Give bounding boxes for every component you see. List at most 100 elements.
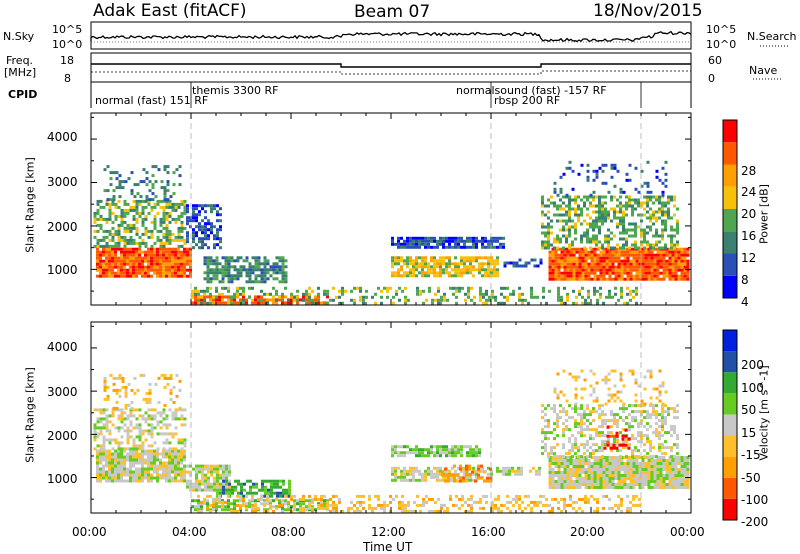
power-pixel xyxy=(189,271,192,275)
power-pixel xyxy=(598,213,601,217)
power-pixel xyxy=(415,256,418,260)
velocity-pixel xyxy=(144,438,148,442)
power-pixel xyxy=(233,268,237,272)
power-pixel xyxy=(451,268,454,272)
power-pixel xyxy=(183,256,186,260)
velocity-pixel xyxy=(135,447,139,451)
power-pixel xyxy=(171,268,174,272)
power-pixel xyxy=(515,264,519,268)
power-pixel xyxy=(278,256,282,260)
power-colorbar-tick: 4 xyxy=(741,295,749,309)
velocity-pixel xyxy=(320,503,323,507)
power-pixel xyxy=(162,235,166,239)
power-pixel xyxy=(180,199,184,203)
velocity-pixel xyxy=(228,482,231,486)
velocity-pixel xyxy=(246,491,249,495)
velocity-pixel xyxy=(674,486,678,489)
velocity-pixel xyxy=(665,465,669,468)
velocity-pixel xyxy=(569,494,572,498)
velocity-pixel xyxy=(296,508,299,512)
power-pixel xyxy=(96,265,99,269)
velocity-pixel xyxy=(275,497,278,501)
velocity-pixel xyxy=(638,471,642,474)
power-pixel xyxy=(263,262,267,266)
velocity-pixel xyxy=(581,468,585,471)
power-pixel xyxy=(442,259,445,263)
power-pixel xyxy=(631,243,634,247)
power-pixel xyxy=(578,289,581,293)
velocity-pixel xyxy=(150,476,153,480)
power-pixel xyxy=(341,301,344,305)
power-pixel xyxy=(406,271,409,275)
velocity-pixel xyxy=(177,441,181,445)
power-pixel xyxy=(611,265,615,269)
power-pixel xyxy=(180,223,184,227)
velocity-pixel xyxy=(227,502,230,506)
power-pixel xyxy=(197,295,200,299)
power-pixel xyxy=(547,240,550,244)
power-pixel xyxy=(142,180,146,184)
power-pixel xyxy=(308,298,311,302)
velocity-pixel xyxy=(575,509,578,513)
power-pixel xyxy=(126,211,130,215)
velocity-pixel xyxy=(470,497,473,501)
power-pixel xyxy=(595,243,598,247)
velocity-pixel xyxy=(562,446,565,450)
velocity-pixel xyxy=(296,502,299,506)
power-pixel xyxy=(437,301,440,305)
velocity-pixel xyxy=(608,480,612,483)
power-pixel xyxy=(544,246,547,250)
velocity-pixel xyxy=(141,441,145,445)
power-pixel xyxy=(614,271,618,275)
velocity-pixel xyxy=(111,467,114,471)
velocity-pixel xyxy=(563,468,567,471)
velocity-pixel xyxy=(99,467,102,471)
power-pixel xyxy=(599,253,603,257)
velocity-pixel xyxy=(574,443,577,447)
power-pixel xyxy=(192,219,195,223)
power-pixel xyxy=(490,239,493,243)
velocity-pixel xyxy=(418,451,421,455)
power-pixel xyxy=(598,219,601,223)
power-pixel xyxy=(415,265,418,269)
velocity-pixel xyxy=(117,449,120,453)
velocity-pixel xyxy=(599,480,603,483)
velocity-pixel xyxy=(683,486,687,489)
power-pixel xyxy=(493,236,496,240)
power-pixel xyxy=(174,250,177,254)
power-pixel xyxy=(655,175,659,179)
velocity-pixel xyxy=(174,473,177,477)
velocity-pixel xyxy=(530,509,533,513)
velocity-pixel xyxy=(659,465,663,468)
power-pixel xyxy=(620,253,624,257)
velocity-pixel xyxy=(172,385,176,389)
velocity-pixel xyxy=(599,462,603,465)
power-pixel xyxy=(625,240,628,244)
power-pixel xyxy=(640,213,643,217)
power-pixel xyxy=(560,274,564,278)
power-pixel xyxy=(338,289,341,293)
velocity-pixel xyxy=(550,407,553,411)
power-pixel xyxy=(473,301,476,305)
power-pixel xyxy=(584,298,587,302)
power-pixel xyxy=(132,253,135,257)
power-pixel xyxy=(472,268,475,272)
velocity-pixel xyxy=(130,400,134,404)
velocity-pixel xyxy=(192,467,195,471)
power-pixel xyxy=(457,268,460,272)
velocity-pixel xyxy=(557,474,561,477)
velocity-pixel xyxy=(162,473,165,477)
velocity-pixel xyxy=(632,503,635,507)
velocity-pixel xyxy=(475,448,478,452)
power-pixel xyxy=(102,250,105,254)
power-pixel xyxy=(581,250,585,254)
power-pixel xyxy=(680,274,684,278)
velocity-pixel xyxy=(680,459,684,462)
velocity-pixel xyxy=(159,411,163,415)
power-pixel xyxy=(586,228,589,232)
velocity-pixel xyxy=(150,461,153,465)
power-pixel xyxy=(550,201,553,205)
velocity-pixel xyxy=(332,503,335,507)
velocity-pixel xyxy=(129,455,132,459)
power-pixel xyxy=(172,183,176,187)
